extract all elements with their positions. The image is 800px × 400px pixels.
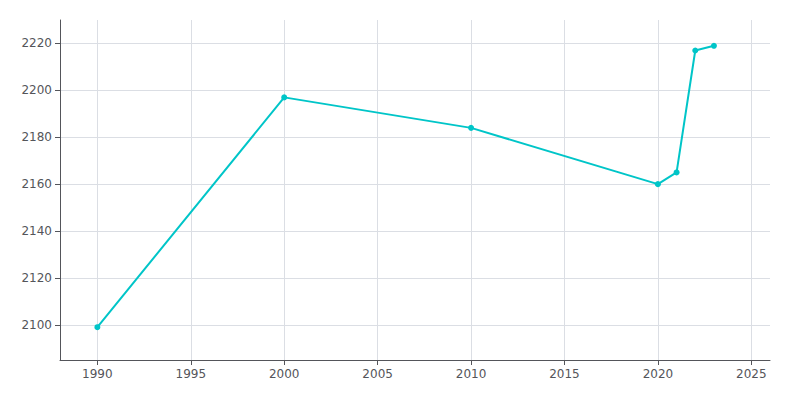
svg-text:2005: 2005	[362, 367, 393, 381]
svg-text:2160: 2160	[21, 177, 52, 191]
svg-text:2015: 2015	[549, 367, 580, 381]
svg-text:2000: 2000	[269, 367, 300, 381]
svg-text:2180: 2180	[21, 130, 52, 144]
svg-text:2010: 2010	[456, 367, 487, 381]
svg-text:2025: 2025	[736, 367, 767, 381]
svg-text:2140: 2140	[21, 224, 52, 238]
svg-text:2200: 2200	[21, 83, 52, 97]
svg-text:1990: 1990	[82, 367, 113, 381]
svg-text:2220: 2220	[21, 36, 52, 50]
svg-text:1995: 1995	[176, 367, 207, 381]
svg-text:2020: 2020	[643, 367, 674, 381]
svg-text:2100: 2100	[21, 318, 52, 332]
svg-text:2120: 2120	[21, 271, 52, 285]
